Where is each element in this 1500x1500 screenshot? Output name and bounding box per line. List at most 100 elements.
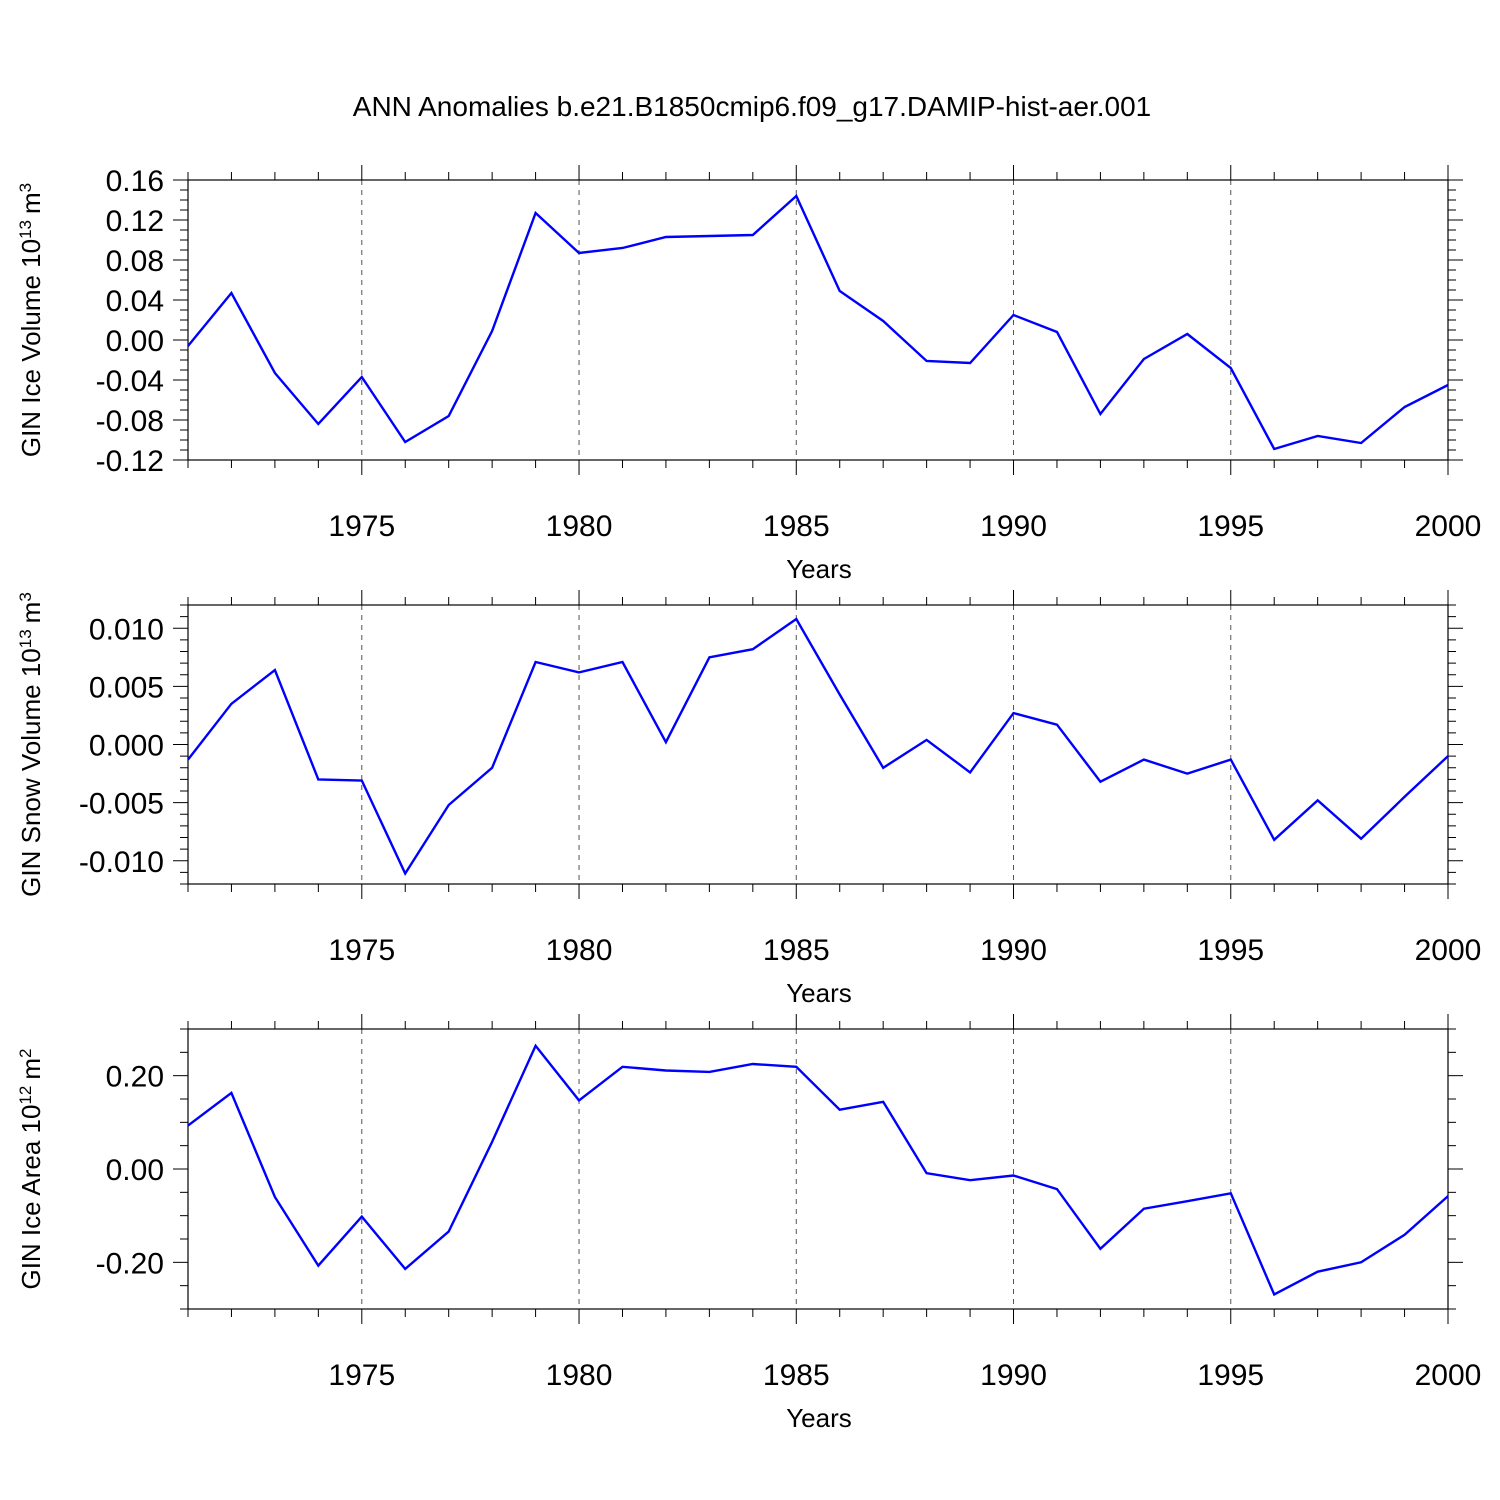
- y-tick-label: 0.000: [89, 730, 164, 763]
- data-point: [620, 1065, 624, 1069]
- data-point: [534, 211, 538, 215]
- data-point: [664, 235, 668, 239]
- data-point: [1359, 837, 1363, 841]
- y-axis-title-part: m: [16, 192, 46, 214]
- data-point: [1185, 772, 1189, 776]
- data-point: [1229, 366, 1233, 370]
- y-axis-title-exponent: 12: [16, 1086, 35, 1105]
- y-tick-label: 0.16: [106, 165, 164, 198]
- data-point: [707, 1070, 711, 1074]
- x-axis-title: Years: [786, 978, 852, 1008]
- data-point: [1316, 434, 1320, 438]
- x-tick-label: 1995: [1197, 510, 1264, 543]
- data-point: [707, 655, 711, 659]
- y-axis-title-part: GIN Ice Area 10: [16, 1105, 46, 1290]
- data-point: [1403, 405, 1407, 409]
- y-tick-label: 0.00: [106, 325, 164, 358]
- y-axis-title-exponent: 3: [16, 592, 35, 601]
- x-tick-label: 1985: [763, 1359, 830, 1392]
- y-tick-label: -0.005: [79, 788, 164, 821]
- data-point: [838, 289, 842, 293]
- data-point: [1446, 754, 1450, 758]
- y-axis-title-exponent: 13: [16, 220, 35, 239]
- x-tick-label: 1975: [328, 934, 395, 967]
- data-point: [490, 766, 494, 770]
- data-point: [1055, 330, 1059, 334]
- x-tick-label: 1980: [546, 510, 613, 543]
- data-point: [751, 647, 755, 651]
- data-point: [1055, 1187, 1059, 1191]
- data-point: [360, 1215, 364, 1219]
- data-point: [1272, 838, 1276, 842]
- data-point: [881, 319, 885, 323]
- data-point: [1098, 780, 1102, 784]
- data-point: [1012, 313, 1016, 317]
- data-point: [490, 1140, 494, 1144]
- data-point: [751, 233, 755, 237]
- x-axis-title: Years: [786, 554, 852, 584]
- data-point: [229, 702, 233, 706]
- data-point: [881, 1100, 885, 1104]
- x-tick-label: 1990: [980, 510, 1047, 543]
- y-tick-label: 0.12: [106, 205, 164, 238]
- y-axis-title-exponent: 2: [16, 1048, 35, 1057]
- data-point: [403, 1267, 407, 1271]
- data-point: [968, 1178, 972, 1182]
- y-axis-title-exponent: 3: [16, 183, 35, 192]
- figure-title: ANN Anomalies b.e21.B1850cmip6.f09_g17.D…: [353, 91, 1151, 122]
- data-point: [1446, 1194, 1450, 1198]
- x-tick-label: 1975: [328, 510, 395, 543]
- data-point: [925, 738, 929, 742]
- plot-frame: [187, 604, 1449, 885]
- y-tick-label: -0.20: [96, 1247, 164, 1280]
- x-tick-label: 2000: [1415, 510, 1482, 543]
- chart-panel-ice-volume: -0.12 -0.08 -0.04 0.00 0.04 0.08 0.12 0.16 1975 1…: [16, 165, 1482, 584]
- data-point: [838, 1108, 842, 1112]
- x-tick-label: 1990: [980, 934, 1047, 967]
- series-line: [187, 617, 1449, 876]
- data-point: [838, 693, 842, 697]
- data-point: [403, 440, 407, 444]
- data-point: [577, 670, 581, 674]
- x-tick-label: 1990: [980, 1359, 1047, 1392]
- series-line: [187, 1043, 1449, 1297]
- data-point: [751, 1062, 755, 1066]
- data-point: [1012, 1174, 1016, 1178]
- data-point: [360, 779, 364, 783]
- x-tick-label: 1995: [1197, 1359, 1264, 1392]
- data-point: [577, 1098, 581, 1102]
- x-tick-label: 2000: [1415, 934, 1482, 967]
- data-point: [1012, 711, 1016, 715]
- data-point: [1229, 758, 1233, 762]
- x-tick-label: 1980: [546, 1359, 613, 1392]
- data-point: [534, 1044, 538, 1048]
- x-tick-label: 1980: [546, 934, 613, 967]
- data-point: [1185, 1199, 1189, 1203]
- y-axis-title: GIN Ice Volume 1013 m3: [16, 183, 47, 457]
- y-axis-title: GIN Snow Volume 1013 m3: [16, 592, 47, 897]
- data-point: [1185, 332, 1189, 336]
- y-axis-title-part: GIN Ice Volume 10: [16, 239, 46, 457]
- y-tick-label: 0.20: [106, 1061, 164, 1094]
- data-point: [273, 371, 277, 375]
- x-tick-label: 2000: [1415, 1359, 1482, 1392]
- data-point: [273, 668, 277, 672]
- data-point: [447, 803, 451, 807]
- data-point: [273, 1195, 277, 1199]
- data-point: [490, 329, 494, 333]
- data-point: [925, 359, 929, 363]
- data-point: [664, 1069, 668, 1073]
- data-point: [1142, 758, 1146, 762]
- data-point: [229, 291, 233, 295]
- data-point: [447, 1230, 451, 1234]
- x-tick-label: 1985: [763, 934, 830, 967]
- data-point: [1142, 357, 1146, 361]
- y-tick-label: -0.010: [79, 846, 164, 879]
- y-axis-title-part: GIN Snow Volume 10: [16, 648, 46, 897]
- x-axis-title: Years: [786, 1403, 852, 1433]
- data-point: [577, 251, 581, 255]
- y-tick-label: -0.12: [96, 445, 164, 478]
- plot-frame: [187, 179, 1449, 461]
- chart-panels: -0.12 -0.08 -0.04 0.00 0.04 0.08 0.12 0.16 1975 1…: [16, 165, 1482, 1433]
